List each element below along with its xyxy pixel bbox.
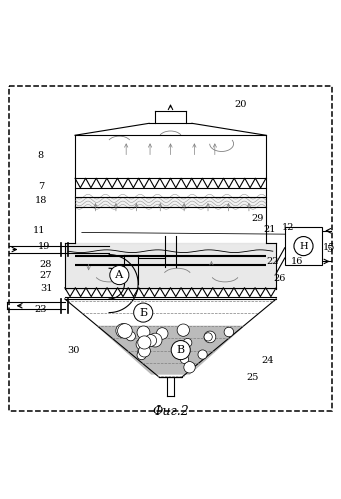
Circle shape — [177, 324, 190, 336]
Circle shape — [138, 336, 151, 349]
Circle shape — [110, 265, 129, 284]
Text: 27: 27 — [40, 270, 52, 279]
Text: 22: 22 — [267, 257, 279, 266]
Circle shape — [157, 328, 168, 339]
Circle shape — [204, 333, 212, 341]
Text: 21: 21 — [263, 225, 276, 234]
Circle shape — [138, 346, 149, 357]
Text: 25: 25 — [246, 373, 258, 382]
Text: 8: 8 — [38, 151, 44, 160]
Text: А: А — [115, 270, 123, 280]
Text: 24: 24 — [262, 356, 274, 365]
Text: В: В — [177, 345, 185, 355]
Text: 18: 18 — [35, 196, 47, 205]
Circle shape — [134, 303, 153, 322]
Circle shape — [171, 340, 190, 360]
Text: 29: 29 — [251, 214, 264, 224]
Circle shape — [180, 355, 189, 364]
Circle shape — [137, 326, 150, 339]
Text: 5: 5 — [326, 245, 332, 254]
Circle shape — [183, 338, 192, 347]
Text: Фиг.2: Фиг.2 — [152, 405, 189, 418]
Circle shape — [204, 331, 216, 343]
Polygon shape — [98, 326, 243, 374]
Text: 12: 12 — [282, 223, 294, 232]
Circle shape — [294, 237, 313, 255]
Text: 28: 28 — [40, 260, 52, 269]
Circle shape — [148, 333, 162, 347]
Text: 15: 15 — [323, 244, 335, 252]
Text: Б: Б — [139, 307, 147, 317]
Circle shape — [116, 324, 130, 338]
Text: 16: 16 — [291, 257, 303, 266]
Text: 19: 19 — [38, 242, 50, 250]
Circle shape — [126, 331, 135, 341]
Text: 30: 30 — [67, 346, 79, 355]
Circle shape — [184, 362, 195, 373]
Circle shape — [118, 324, 132, 338]
Circle shape — [198, 350, 207, 359]
Circle shape — [145, 334, 157, 346]
Text: 23: 23 — [35, 305, 47, 314]
Text: 20: 20 — [234, 100, 247, 109]
Text: 7: 7 — [38, 182, 44, 191]
Bar — [285, 228, 322, 265]
Circle shape — [224, 327, 234, 337]
Text: 11: 11 — [33, 226, 45, 235]
Text: 31: 31 — [40, 284, 52, 293]
Text: Н: Н — [299, 242, 308, 250]
Circle shape — [136, 339, 147, 350]
Text: 26: 26 — [273, 274, 286, 283]
Circle shape — [137, 351, 146, 360]
Circle shape — [138, 345, 150, 357]
